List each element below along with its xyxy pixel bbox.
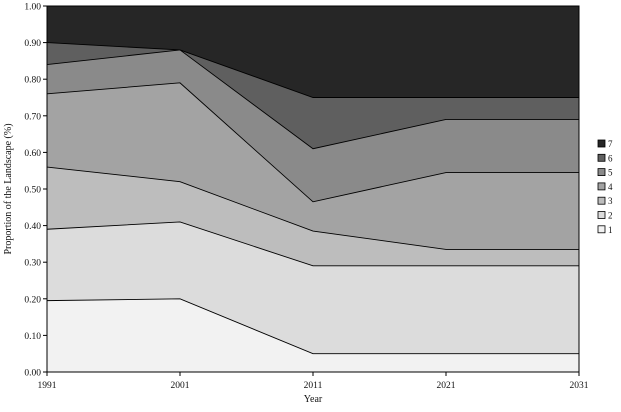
legend-label: 1 bbox=[608, 225, 613, 235]
legend-item-6: 6 bbox=[597, 153, 613, 163]
legend-swatch bbox=[597, 211, 606, 219]
boundary-line-4 bbox=[46, 82, 579, 203]
y-tick-label: 0.50 bbox=[24, 186, 41, 196]
y-tick-label: 0.90 bbox=[24, 39, 41, 49]
y-tick-label: 0.40 bbox=[24, 222, 41, 232]
legend-label: 4 bbox=[608, 182, 613, 192]
legend-label: 7 bbox=[608, 139, 613, 149]
area-boundaries bbox=[46, 42, 579, 355]
legend-swatch bbox=[597, 225, 606, 234]
area-series-5 bbox=[47, 49, 579, 202]
legend-item-5: 5 bbox=[597, 168, 613, 178]
boundary-line-6 bbox=[46, 42, 579, 98]
x-axis-label: Year bbox=[304, 394, 323, 405]
legend-item-1: 1 bbox=[597, 225, 613, 235]
y-tick-label: 0.60 bbox=[24, 149, 41, 159]
area-series-7 bbox=[47, 6, 579, 98]
area-series-2 bbox=[47, 221, 579, 354]
x-axis: 1991 2001 2011 2021 2031 bbox=[38, 372, 589, 391]
area-series-3 bbox=[47, 167, 579, 266]
legend-swatch bbox=[597, 139, 606, 148]
legend-swatch bbox=[597, 153, 606, 162]
boundary-line-1 bbox=[46, 298, 579, 355]
y-tick-label: 0.80 bbox=[24, 76, 41, 86]
x-tick-label: 2001 bbox=[171, 381, 190, 391]
legend-swatch bbox=[597, 196, 606, 205]
area-layers bbox=[47, 6, 579, 372]
boundary-line-5 bbox=[46, 49, 579, 150]
area-series-6 bbox=[47, 42, 579, 149]
legend-swatch bbox=[597, 168, 606, 177]
legend-label: 2 bbox=[608, 211, 613, 221]
legend-label: 3 bbox=[608, 196, 613, 206]
x-tick-label: 2011 bbox=[304, 381, 323, 391]
boundary-line-2 bbox=[46, 221, 579, 267]
legend-item-3: 3 bbox=[597, 196, 613, 206]
legend-item-7: 7 bbox=[597, 139, 613, 149]
y-tick-label: 0.10 bbox=[24, 332, 41, 342]
legend-item-2: 2 bbox=[597, 211, 613, 221]
y-axis-label: Proportion of the Landscape (%) bbox=[3, 123, 14, 254]
legend: 7 6 5 4 3 2 1 bbox=[597, 139, 613, 235]
y-tick-label: 0.20 bbox=[24, 295, 41, 305]
area-series-4 bbox=[47, 82, 579, 250]
y-tick-label: 1.00 bbox=[24, 3, 41, 13]
legend-label: 6 bbox=[608, 153, 613, 163]
legend-item-4: 4 bbox=[597, 182, 613, 192]
legend-swatch bbox=[597, 182, 606, 191]
y-tick-label: 0.70 bbox=[24, 112, 41, 122]
y-tick-label: 0.30 bbox=[24, 259, 41, 269]
x-tick-label: 2031 bbox=[570, 381, 589, 391]
boundary-line-3 bbox=[46, 166, 579, 250]
legend-label: 5 bbox=[608, 168, 613, 178]
x-tick-label: 2021 bbox=[437, 381, 456, 391]
x-tick-label: 1991 bbox=[38, 381, 57, 391]
y-axis: 0.00 0.10 0.20 0.30 0.40 0.50 0.60 0.70 0.80 0.90… bbox=[24, 3, 47, 379]
y-tick-label: 0.00 bbox=[24, 369, 41, 379]
